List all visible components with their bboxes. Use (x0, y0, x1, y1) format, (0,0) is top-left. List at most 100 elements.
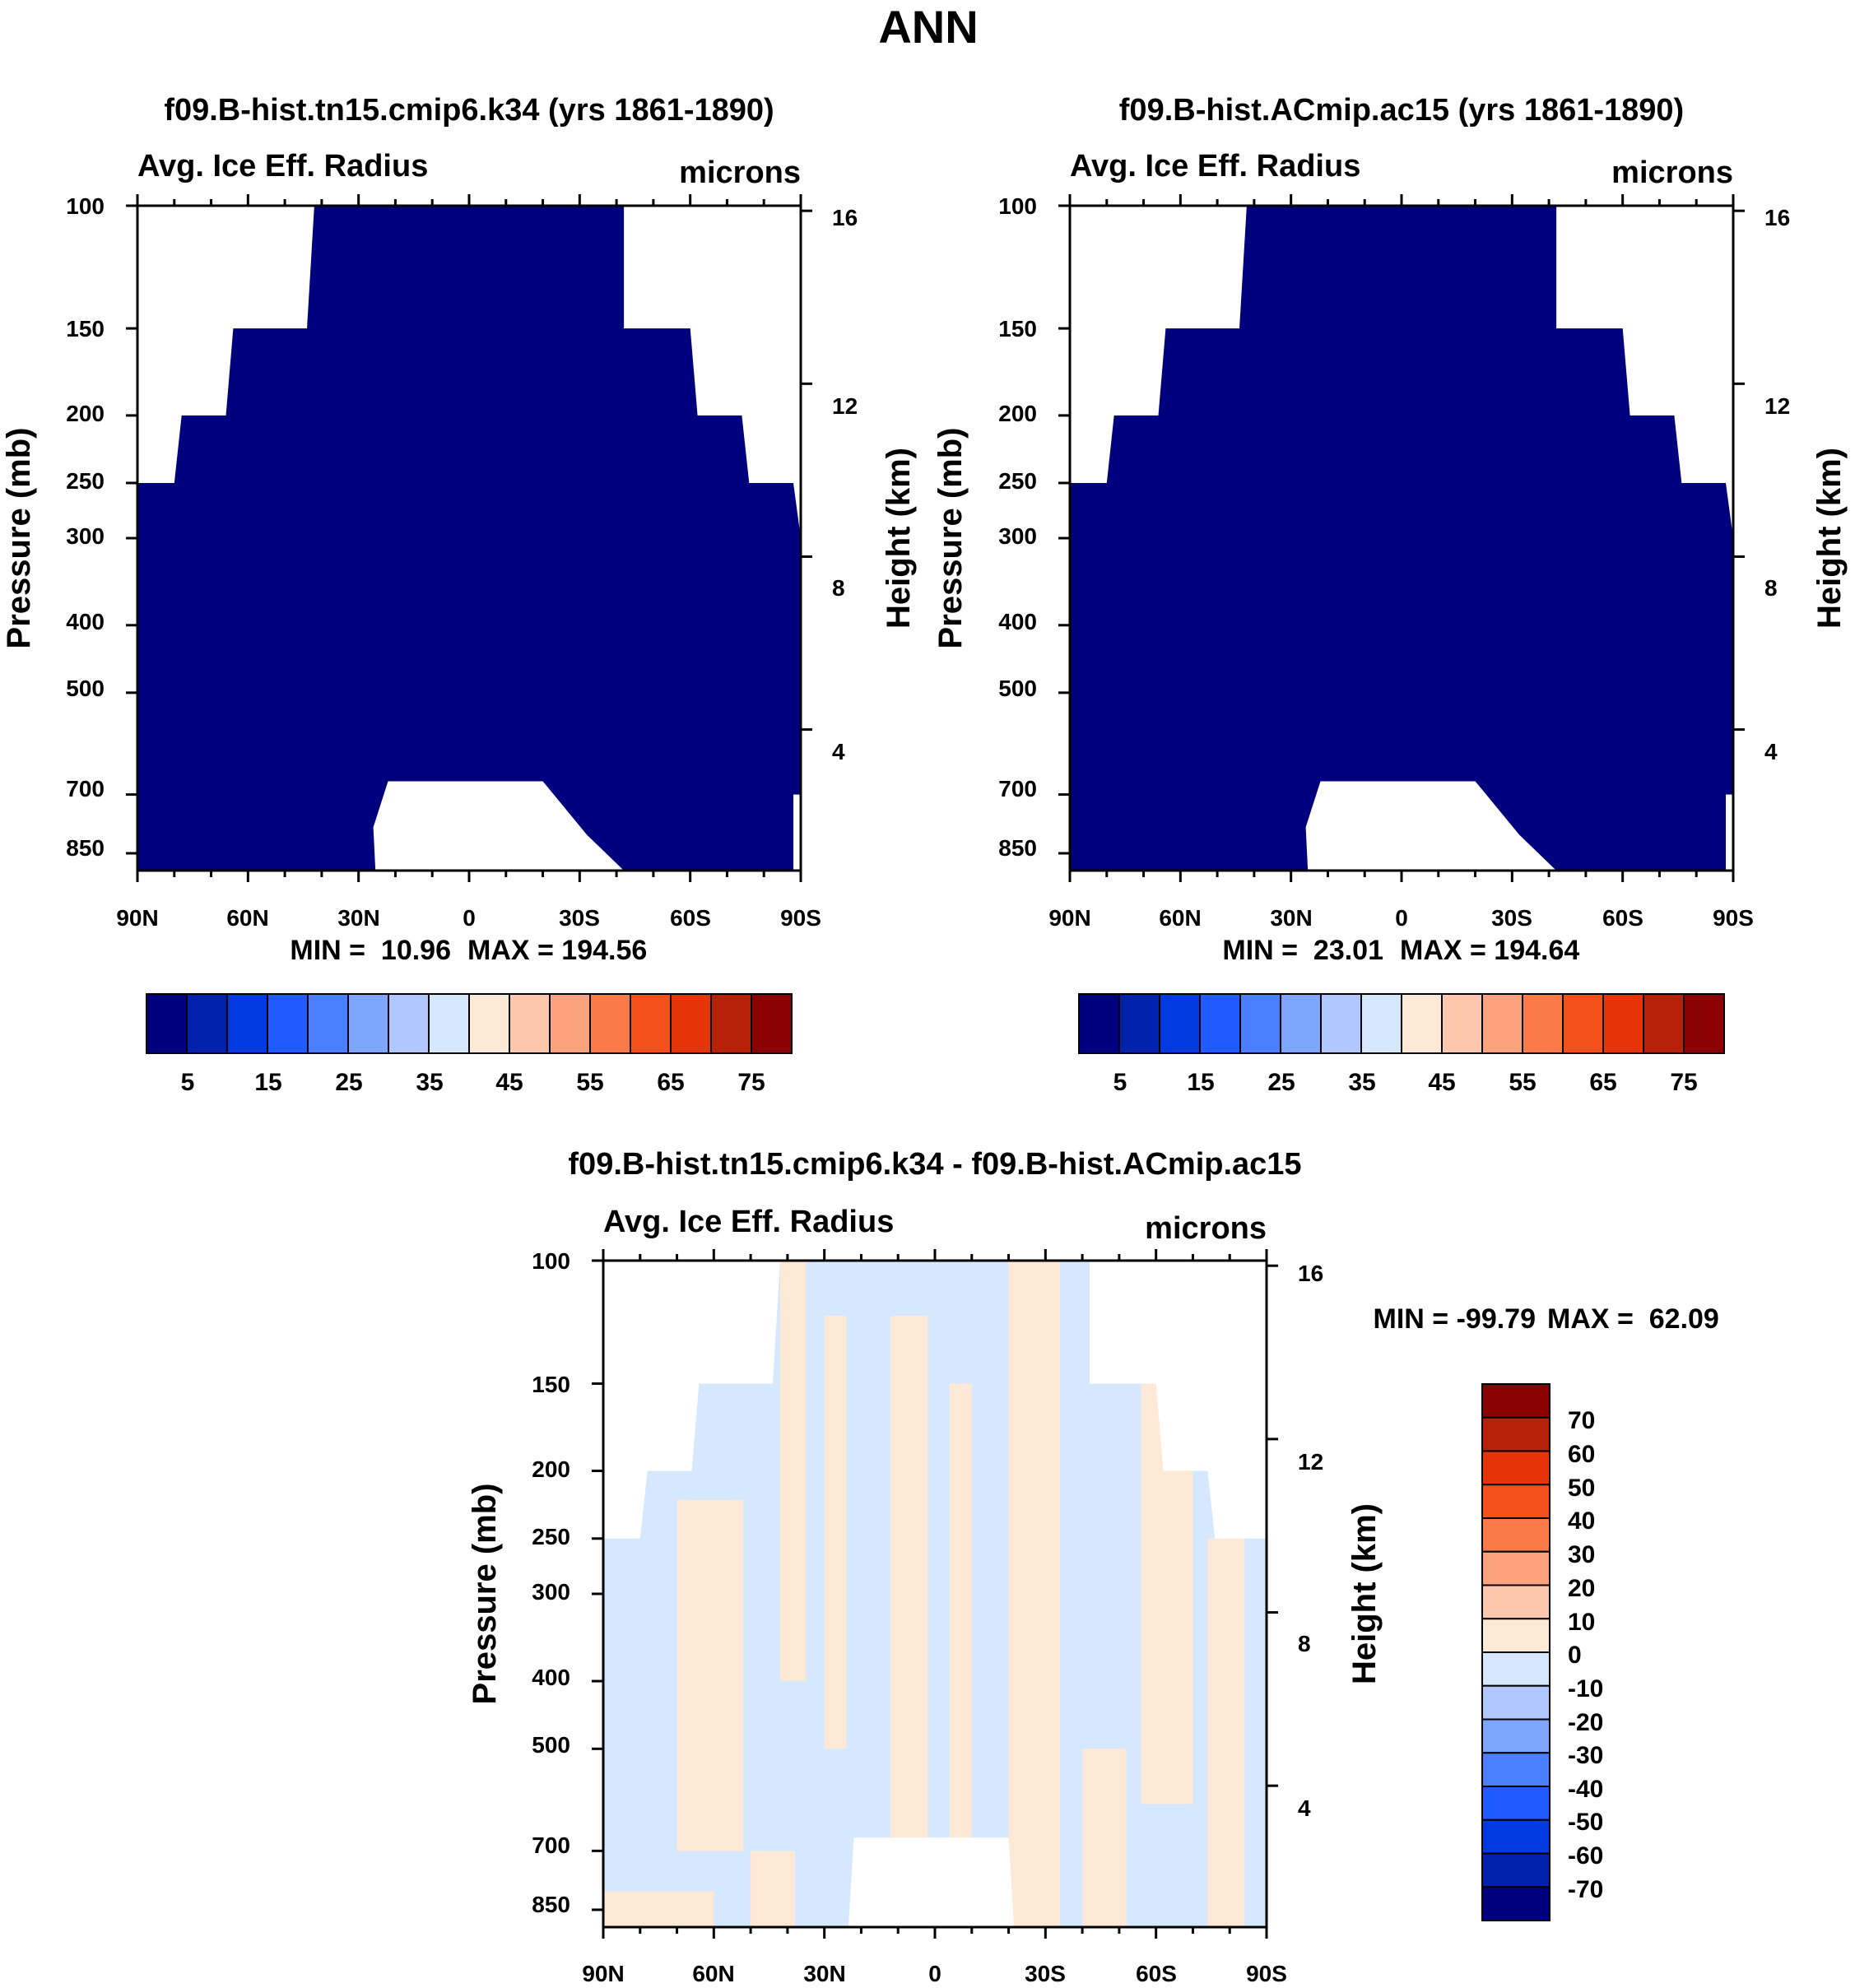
right-x-tick-label: 90S (1713, 905, 1754, 931)
left-colorbar-swatch (428, 993, 470, 1054)
right-colorbar-labels: 5 15 25 35 45 55 65 75 (1113, 1069, 1698, 1096)
left-contour-band (137, 206, 801, 871)
diff-y2-axis-label: Height (km) (1346, 1503, 1383, 1684)
right-colorbar-swatch (1280, 993, 1322, 1054)
diff-colorbar-swatch (1481, 1618, 1550, 1653)
diff-colorbar-swatch (1481, 1651, 1550, 1687)
right-colorbar-label: 5 (1113, 1069, 1127, 1096)
left-colorbar-label: 45 (495, 1069, 523, 1096)
right-y2-tick-label: 16 (1764, 205, 1790, 230)
diff-min-label: MIN = -99.79 (1374, 1303, 1536, 1335)
left-y-tick-label: 850 (66, 835, 105, 861)
right-y2-ticks: 16 12 8 4 (1764, 205, 1790, 764)
right-colorbar-swatch (1159, 993, 1201, 1054)
diff-colorbar-swatch (1481, 1886, 1550, 1921)
left-colorbar-label: 15 (254, 1069, 281, 1096)
diff-positive-region (1082, 1749, 1127, 1927)
right-min-label: MIN = 23.01 (1222, 935, 1383, 966)
diff-colorbar-label: 70 (1568, 1407, 1595, 1434)
diff-y-tick-label: 150 (532, 1372, 570, 1397)
right-colorbar-swatch (1683, 993, 1725, 1054)
right-y-tick-label: 100 (998, 193, 1037, 219)
diff-plot-area (603, 1261, 1267, 1927)
right-y-tick-label: 400 (998, 609, 1037, 634)
diff-colorbar-label: -20 (1568, 1709, 1603, 1736)
diff-x-tick-label: 30S (1025, 1961, 1066, 1986)
diff-colorbar-swatch (1481, 1517, 1550, 1553)
diff-tick-marks (592, 1249, 1278, 1939)
right-panel-title: f09.B-hist.ACmip.ac15 (yrs 1861-1890) (1119, 93, 1684, 128)
left-y-tick-label: 500 (66, 676, 105, 701)
left-x-tick-label: 0 (463, 905, 476, 931)
left-colorbar (146, 993, 793, 1054)
left-field (137, 206, 801, 871)
right-colorbar-swatch (1401, 993, 1443, 1054)
left-y-tick-label: 150 (66, 316, 105, 341)
right-colorbar-label: 75 (1670, 1069, 1697, 1096)
diff-colorbar-label: 30 (1568, 1541, 1595, 1568)
diff-positive-region (890, 1316, 928, 1927)
right-x-tick-label: 30S (1491, 905, 1532, 931)
diff-colorbar-swatch (1481, 1450, 1550, 1486)
diff-colorbar-label: 10 (1568, 1609, 1595, 1636)
left-plot-area (137, 206, 801, 871)
right-y-tick-label: 700 (998, 776, 1037, 801)
right-units-label: microns (1611, 156, 1733, 190)
right-colorbar-label: 45 (1428, 1069, 1455, 1096)
diff-colorbar-label: -30 (1568, 1742, 1603, 1769)
diff-y-tick-label: 850 (532, 1892, 570, 1917)
right-y-tick-label: 250 (998, 468, 1037, 494)
right-plot-area (1070, 206, 1733, 871)
left-colorbar-label: 65 (657, 1069, 684, 1096)
left-units-label: microns (679, 156, 801, 190)
right-y-tick-label: 300 (998, 523, 1037, 549)
diff-colorbar-label: 0 (1568, 1642, 1582, 1669)
right-colorbar-label: 55 (1509, 1069, 1536, 1096)
right-colorbar-swatch (1602, 993, 1644, 1054)
diff-colorbar-swatch (1481, 1383, 1550, 1419)
right-colorbar-swatch (1481, 993, 1523, 1054)
right-colorbar-swatch (1562, 993, 1604, 1054)
diff-units-label: microns (1145, 1211, 1267, 1246)
left-min-label: MIN = 10.96 (290, 935, 451, 966)
figure-title: ANN (878, 1, 978, 53)
left-y2-ticks: 16 12 8 4 (832, 205, 858, 764)
left-y2-tick-label: 4 (832, 739, 845, 764)
diff-max-label: MAX = 62.09 (1547, 1303, 1719, 1335)
diff-positive-region (949, 1383, 972, 1892)
left-panel: f09.B-hist.tn15.cmip6.k34 (yrs 1861-1890… (1, 93, 917, 1096)
right-topography-mask (1726, 794, 1733, 871)
left-colorbar-swatch (630, 993, 672, 1054)
left-x-ticks: 90N 60N 30N 0 30S 60S 90S (116, 905, 821, 931)
left-y-tick-label: 100 (66, 193, 105, 219)
right-colorbar-swatch (1118, 993, 1160, 1054)
left-tick-marks (126, 194, 812, 882)
left-colorbar-swatch (670, 993, 712, 1054)
diff-colorbar-label: 50 (1568, 1475, 1595, 1502)
diff-x-tick-label: 90N (582, 1961, 624, 1986)
left-colorbar-swatch (468, 993, 510, 1054)
right-colorbar-swatch (1239, 993, 1281, 1054)
diff-panel-title: f09.B-hist.tn15.cmip6.k34 - f09.B-hist.A… (568, 1147, 1301, 1182)
diff-y-tick-label: 300 (532, 1579, 570, 1605)
right-variable-label: Avg. Ice Eff. Radius (1070, 149, 1360, 183)
left-y-tick-label: 300 (66, 523, 105, 549)
right-colorbar-swatch (1643, 993, 1685, 1054)
left-x-tick-label: 60N (226, 905, 268, 931)
diff-x-tick-label: 0 (928, 1961, 941, 1986)
left-colorbar-swatch (226, 993, 268, 1054)
diff-colorbar-swatch (1481, 1818, 1550, 1855)
diff-panel: f09.B-hist.tn15.cmip6.k34 - f09.B-hist.A… (467, 1147, 1719, 1986)
diff-variable-label: Avg. Ice Eff. Radius (603, 1205, 894, 1239)
diff-y2-tick-label: 8 (1298, 1631, 1311, 1656)
diff-colorbar-swatch (1481, 1584, 1550, 1620)
left-colorbar-swatch (267, 993, 309, 1054)
right-missing-data-mask (1070, 206, 1733, 538)
diff-y-ticks: 100 150 200 250 300 400 500 700 850 (532, 1248, 570, 1917)
left-y2-tick-label: 12 (832, 393, 858, 419)
diff-colorbar-swatch (1481, 1786, 1550, 1821)
diff-positive-region (603, 1891, 714, 1927)
right-colorbar-label: 15 (1187, 1069, 1214, 1096)
right-colorbar-swatch (1360, 993, 1402, 1054)
